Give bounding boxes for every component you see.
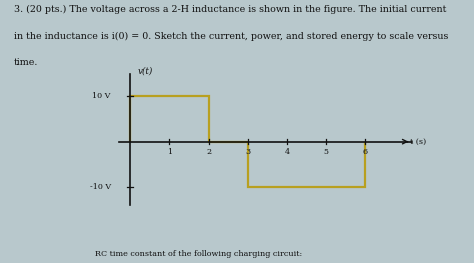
Text: 6: 6 (363, 148, 368, 156)
Text: -10 V: -10 V (90, 183, 110, 191)
Text: 1: 1 (167, 148, 172, 156)
Text: t (s): t (s) (410, 138, 427, 146)
Text: 4: 4 (284, 148, 290, 156)
Text: 3: 3 (245, 148, 250, 156)
Text: time.: time. (14, 58, 38, 67)
Text: RC time constant of the following charging circuit:: RC time constant of the following chargi… (95, 250, 302, 258)
Text: 2: 2 (206, 148, 211, 156)
Text: 3. (20 pts.) The voltage across a 2-H inductance is shown in the figure. The ini: 3. (20 pts.) The voltage across a 2-H in… (14, 5, 447, 14)
Text: v(t): v(t) (138, 67, 154, 76)
Text: in the inductance is i(0) = 0. Sketch the current, power, and stored energy to s: in the inductance is i(0) = 0. Sketch th… (14, 32, 448, 41)
Text: 5: 5 (324, 148, 328, 156)
Text: 10 V: 10 V (92, 92, 110, 100)
